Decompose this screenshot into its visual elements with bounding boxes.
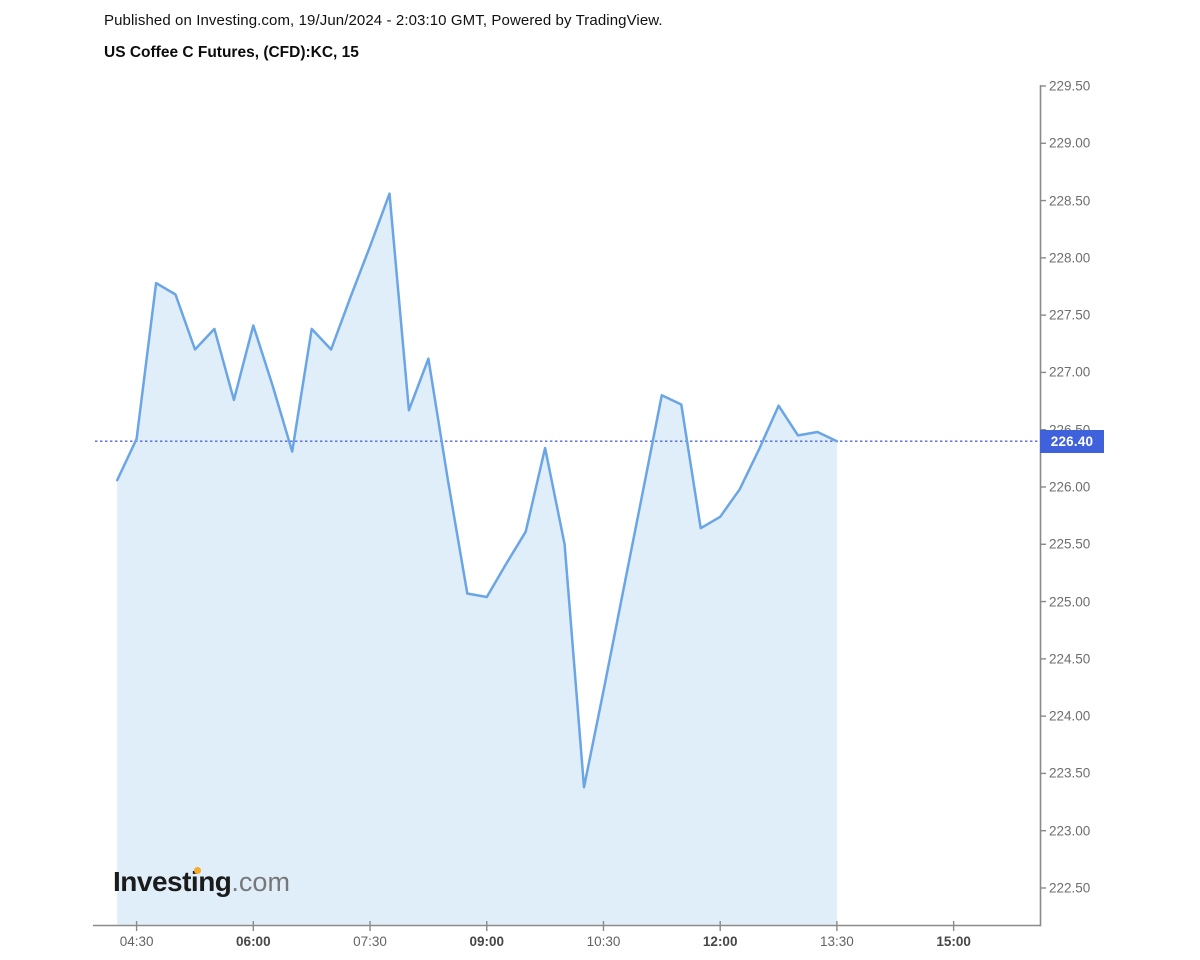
- logo-orange-dot: [194, 867, 201, 874]
- y-tick-label: 225.50: [1049, 536, 1091, 552]
- x-tick-label: 12:00: [702, 934, 738, 949]
- x-tick-label: 13:30: [820, 934, 854, 949]
- investing-logo[interactable]: Investing.com: [113, 866, 290, 898]
- y-tick-label: 228.00: [1049, 250, 1091, 266]
- y-tick-label: 222.50: [1049, 880, 1091, 896]
- x-tick-label: 15:00: [936, 934, 971, 949]
- y-tick-label: 223.50: [1049, 765, 1091, 781]
- published-caption: Published on Investing.com, 19/Jun/2024 …: [104, 12, 663, 29]
- y-tick-label: 229.00: [1049, 135, 1091, 151]
- y-tick-label: 227.00: [1049, 364, 1091, 380]
- x-tick-label: 07:30: [353, 934, 387, 949]
- chart-title: US Coffee C Futures, (CFD):KC, 15: [104, 44, 359, 61]
- x-tick-label: 09:00: [469, 934, 505, 949]
- y-tick-label: 223.00: [1049, 823, 1091, 839]
- y-tick-label: 229.50: [1049, 78, 1091, 94]
- area-fill: [117, 193, 837, 925]
- x-tick-label: 04:30: [119, 934, 154, 949]
- y-tick-label: 227.50: [1049, 307, 1091, 323]
- y-tick-label: 226.00: [1049, 479, 1091, 495]
- y-tick-label: 224.00: [1049, 708, 1091, 724]
- last-price-badge: 226.40: [1040, 429, 1104, 453]
- y-tick-label: 228.50: [1049, 193, 1091, 209]
- logo-text: Investing: [113, 866, 232, 897]
- logo-com-text: .com: [231, 867, 290, 897]
- axis-lines: [93, 85, 1042, 927]
- x-tick-label: 10:30: [586, 934, 621, 949]
- y-tick-label: 224.50: [1049, 651, 1091, 667]
- y-tick-label: 225.00: [1049, 594, 1091, 610]
- price-line: [115, 192, 839, 789]
- x-tick-label: 06:00: [236, 934, 271, 949]
